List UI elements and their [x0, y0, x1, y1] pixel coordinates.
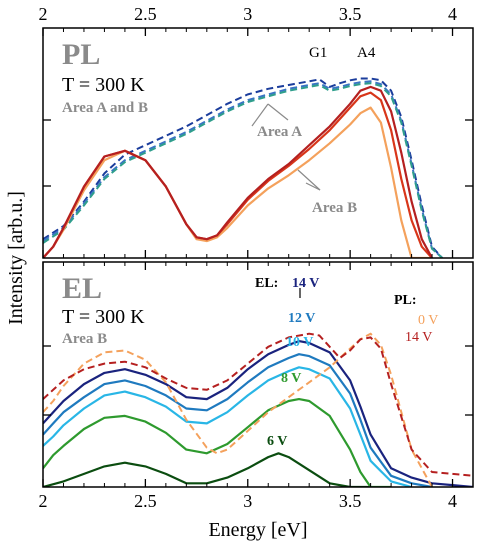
- pl-x-tick-label-3.5: 3.5: [339, 4, 362, 24]
- el-x-tick-label-4: 4: [448, 491, 457, 511]
- x-axis-title: Energy [eV]: [208, 519, 307, 541]
- el-label-10v: 10 V: [286, 335, 313, 350]
- pl-x-tick-label-2: 2: [39, 4, 48, 24]
- el-curve-10v: [43, 366, 412, 487]
- pl-area-b-label: Area B: [312, 200, 357, 216]
- pl-x-tick-label-3: 3: [243, 4, 252, 24]
- pl-legend-14v: 14 V: [405, 330, 432, 345]
- el-label-12v: 12 V: [288, 311, 315, 326]
- el-label-6v: 6 V: [267, 434, 287, 449]
- pl-reference-curve-14v: [43, 332, 473, 477]
- el-area-b-label: Area B: [62, 331, 107, 347]
- pl-panel-ticks: 2 2.5 3 3.5 4: [39, 4, 473, 258]
- el-curve-14v: [43, 340, 473, 487]
- pl-area-a-label: Area A: [257, 124, 302, 140]
- area-b-pointer-lines: [297, 169, 321, 191]
- pl-curve-area-a-3: [43, 82, 443, 258]
- y-axis-title: Intensity [arb.u.]: [5, 191, 27, 325]
- el-label-14v: 14 V: [292, 276, 319, 291]
- pl-area-a-b-label: Area A and B: [62, 100, 148, 116]
- pl-legend-0v: 0 V: [418, 313, 438, 328]
- pl-curve-area-b-4: [43, 106, 432, 258]
- el-x-tick-label-3.5: 3.5: [339, 491, 362, 511]
- el-curve-8v: [43, 398, 392, 487]
- el-panel-frame: [42, 261, 474, 488]
- pl-curve-area-b-6: [43, 85, 433, 258]
- pl-panel-tag: PL: [62, 38, 100, 71]
- el-legend-heading: EL:: [255, 276, 278, 291]
- pl-temperature-label: T = 300 K: [62, 74, 145, 96]
- el-x-tick-label-3: 3: [243, 491, 252, 511]
- pl-x-tick-label-2.5: 2.5: [134, 4, 157, 24]
- pl-curve-area-b-5: [43, 91, 433, 258]
- el-curve-12v: [43, 353, 433, 487]
- el-x-tick-label-2.5: 2.5: [134, 491, 157, 511]
- el-label-8v: 8 V: [281, 371, 301, 386]
- area-a-pointer-lines: [251, 103, 289, 127]
- peak-label-g1: G1: [309, 45, 327, 61]
- pl-legend-heading: PL:: [394, 293, 417, 308]
- el-curve-6v: [43, 452, 371, 487]
- el-x-tick-label-2: 2: [39, 491, 48, 511]
- pl-reference-curve-0v: [43, 332, 433, 487]
- pl-x-tick-label-4: 4: [448, 4, 457, 24]
- pl-curve-area-a-1: [43, 77, 444, 258]
- el-panel-tag: EL: [62, 272, 102, 305]
- el-panel-curves: [43, 332, 473, 487]
- pl-panel-curves: [43, 77, 444, 258]
- pl-panel-frame: [42, 27, 474, 259]
- peak-label-a4: A4: [357, 45, 376, 61]
- el-temperature-label: T = 300 K: [62, 306, 145, 328]
